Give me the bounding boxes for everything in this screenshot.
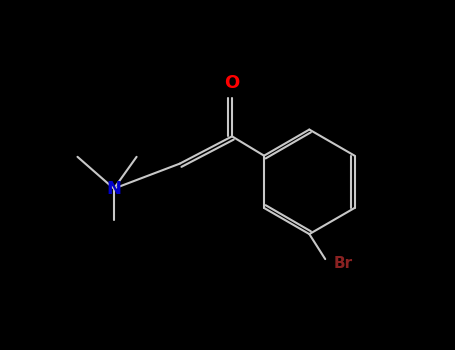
Text: O: O <box>224 74 240 92</box>
Text: Br: Br <box>334 256 353 271</box>
Text: N: N <box>106 180 121 198</box>
